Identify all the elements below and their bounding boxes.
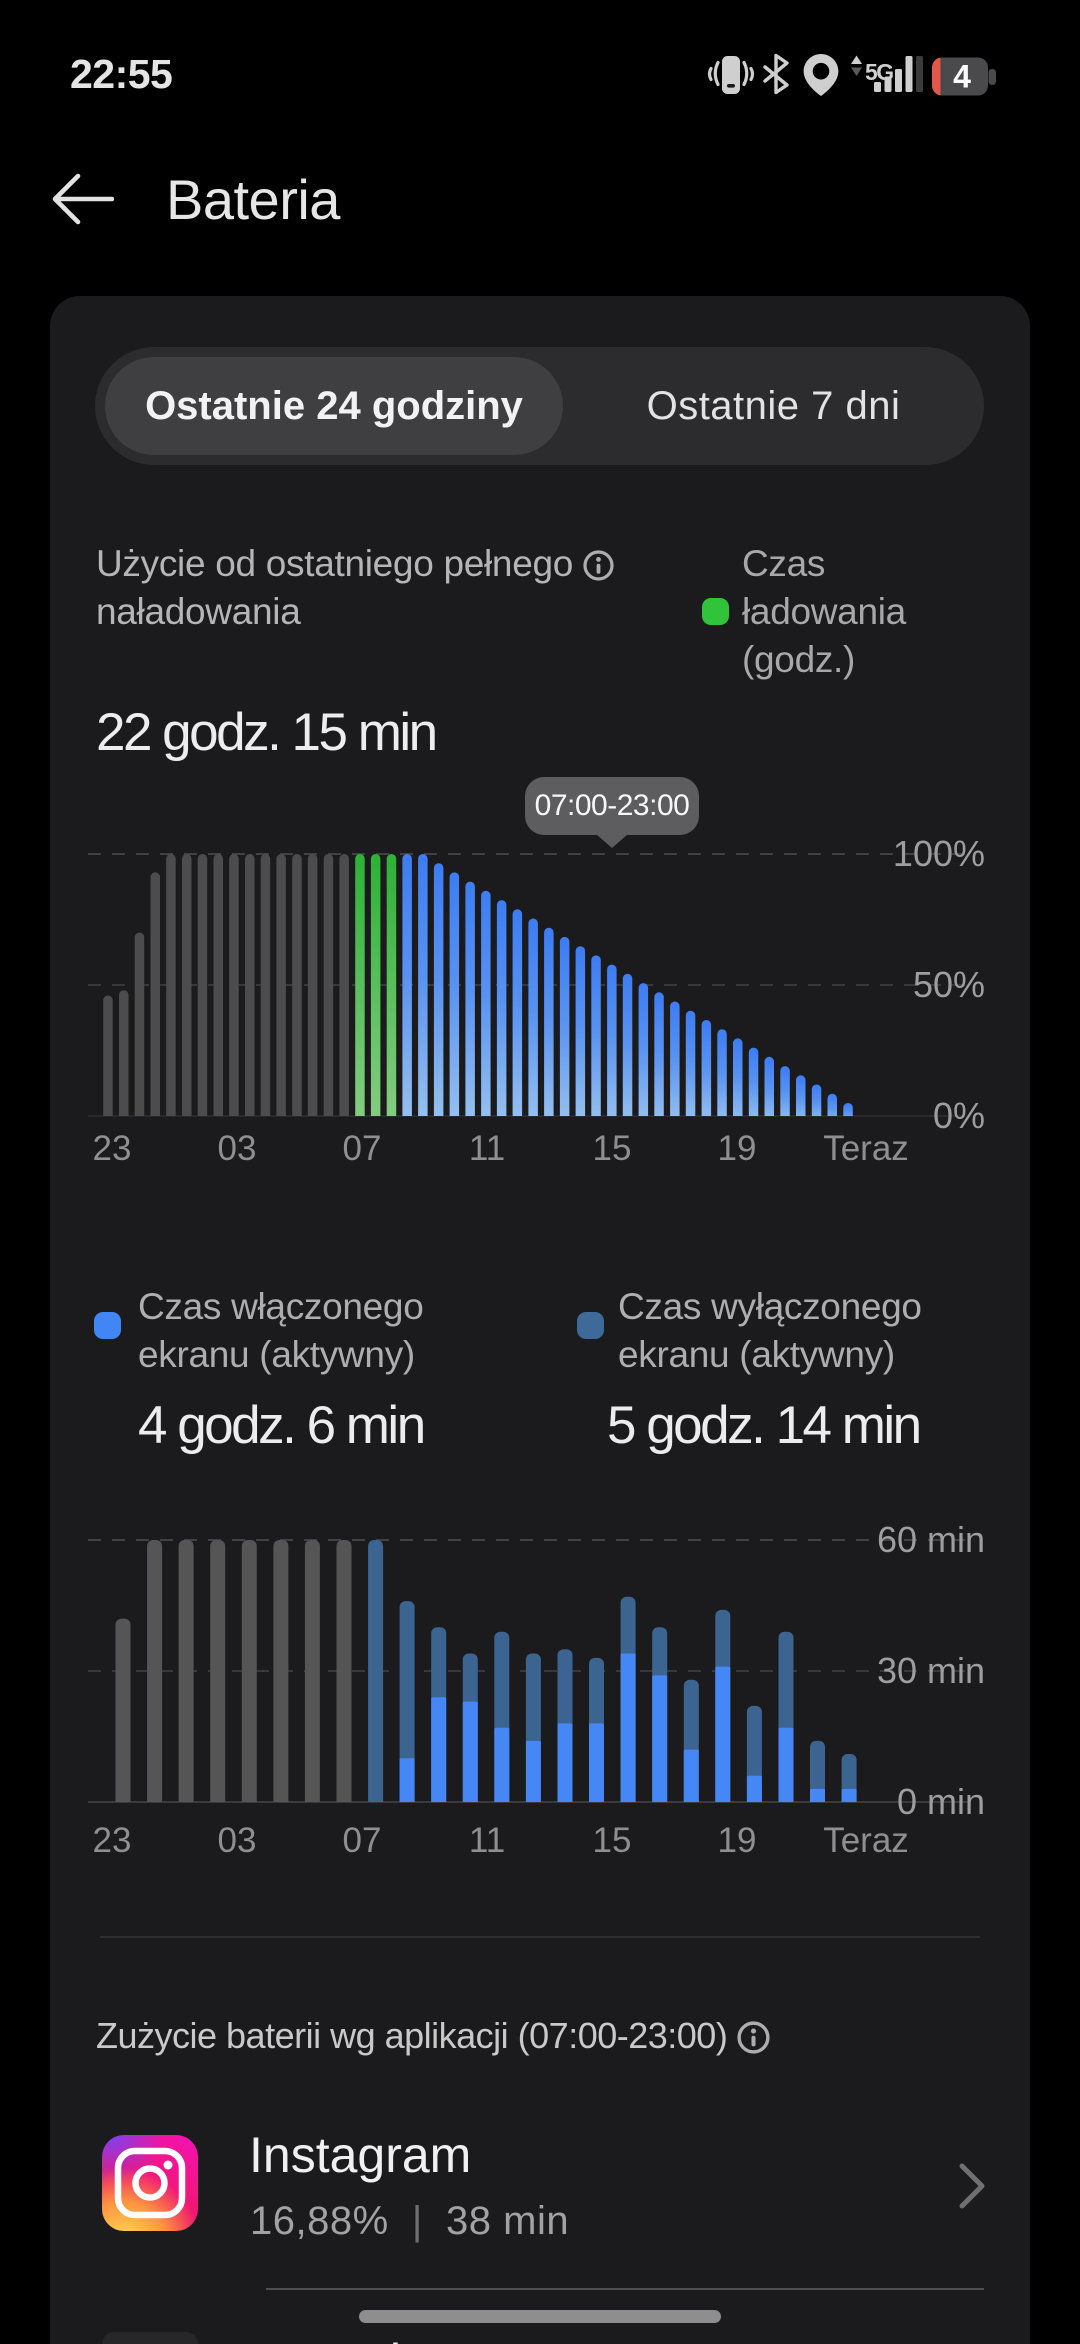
svg-text:19: 19: [718, 1129, 757, 1168]
svg-text:19: 19: [718, 1821, 757, 1860]
svg-text:07: 07: [343, 1821, 382, 1860]
svg-text:Teraz: Teraz: [823, 1821, 909, 1860]
svg-text:11: 11: [469, 1821, 505, 1860]
svg-text:0%: 0%: [933, 1095, 985, 1136]
svg-text:23: 23: [93, 1129, 132, 1168]
svg-text:4: 4: [953, 59, 971, 95]
svg-text:Teraz: Teraz: [823, 1129, 909, 1168]
svg-text:15: 15: [593, 1821, 632, 1860]
svg-text:07: 07: [343, 1129, 382, 1168]
svg-text:30 min: 30 min: [877, 1650, 985, 1691]
svg-text:03: 03: [218, 1129, 257, 1168]
svg-text:50%: 50%: [913, 964, 985, 1005]
svg-text:23: 23: [93, 1821, 132, 1860]
svg-text:03: 03: [218, 1821, 257, 1860]
svg-text:0 min: 0 min: [897, 1781, 985, 1822]
svg-text:100%: 100%: [893, 833, 985, 874]
svg-text:15: 15: [593, 1129, 632, 1168]
svg-text:60 min: 60 min: [877, 1519, 985, 1560]
svg-text:11: 11: [469, 1129, 505, 1168]
